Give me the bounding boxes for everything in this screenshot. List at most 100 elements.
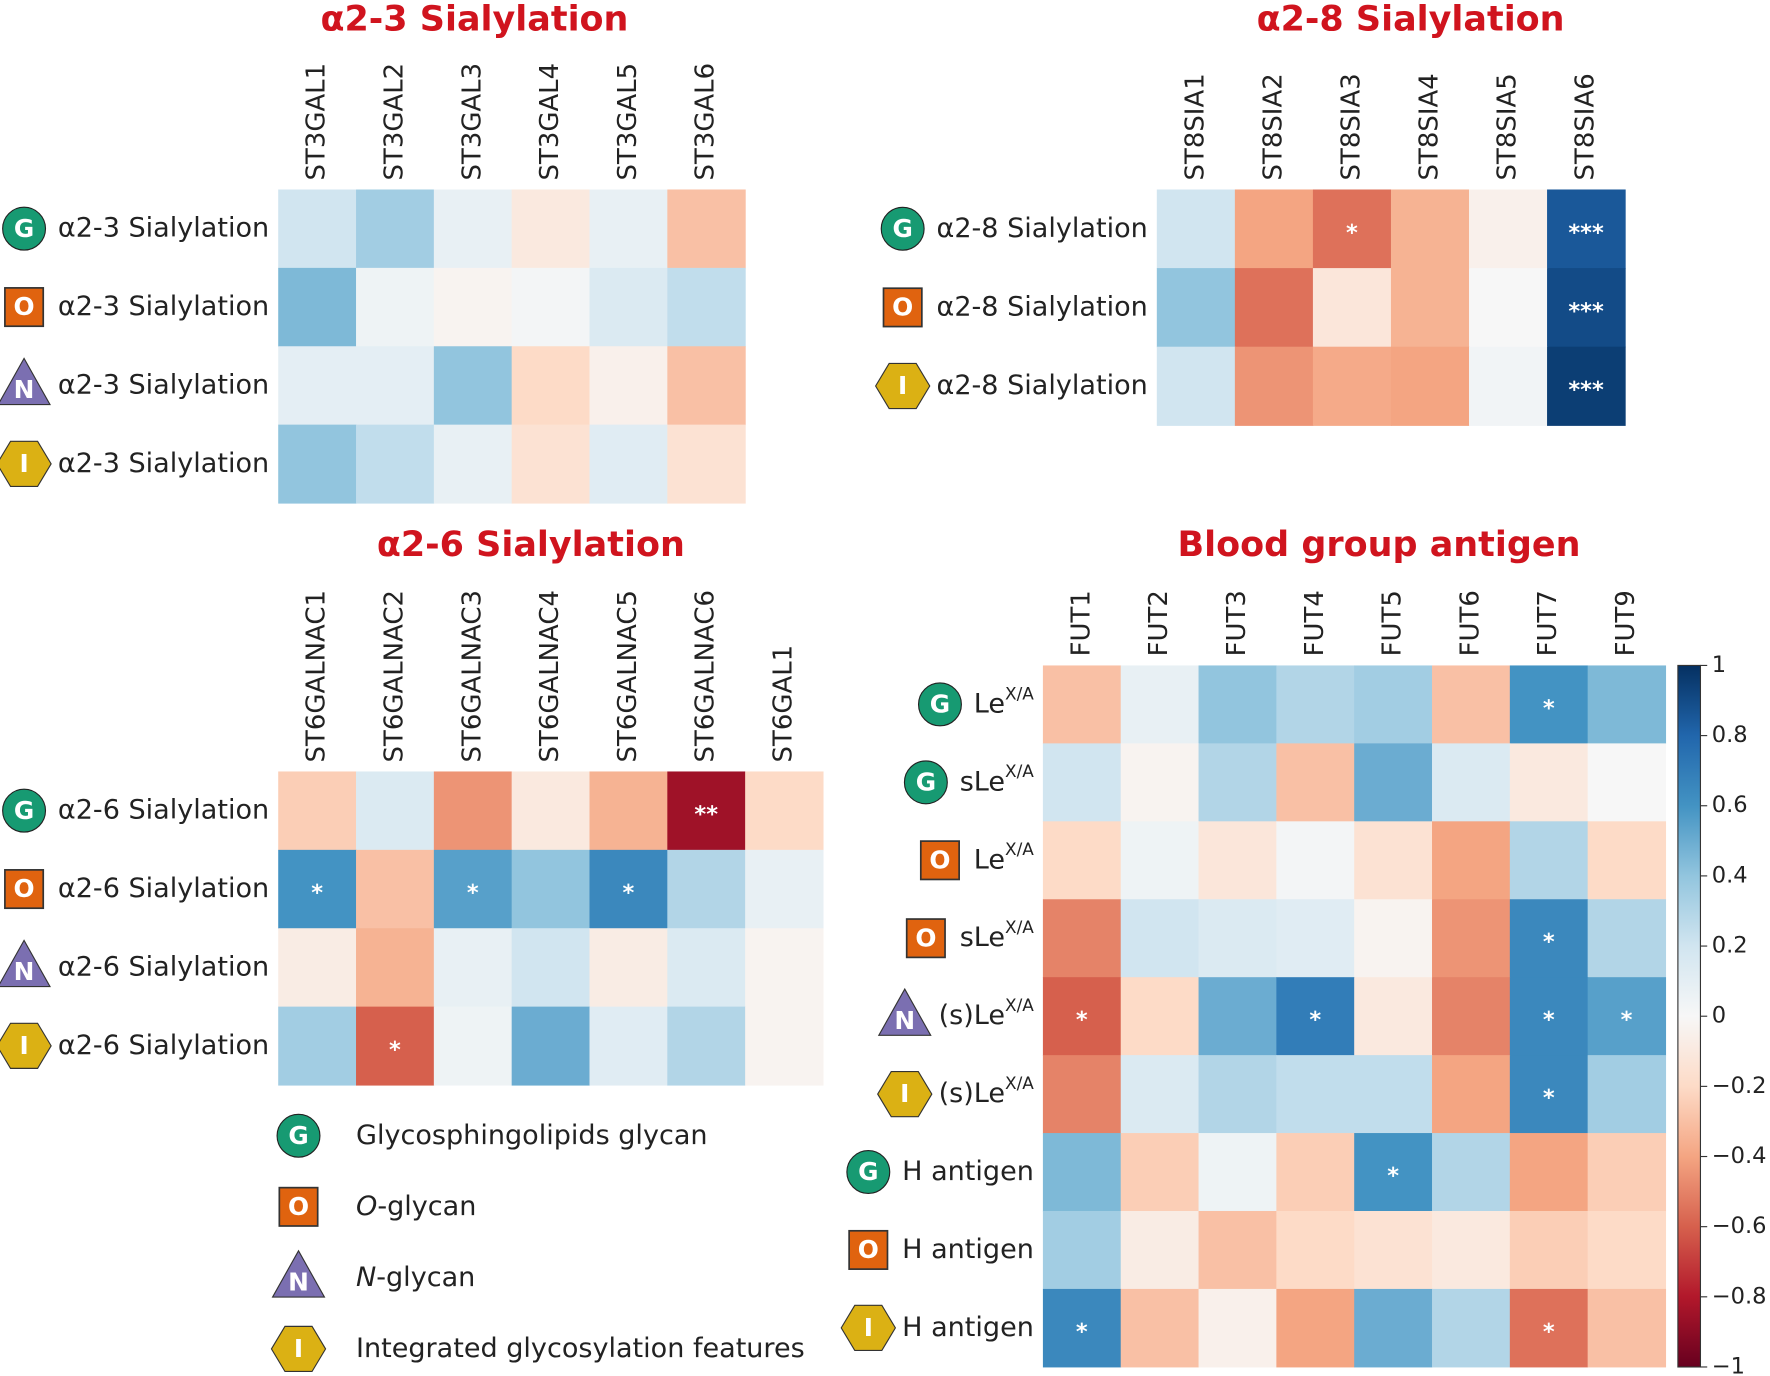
heatmap-cell (1509, 1133, 1589, 1212)
heatmap-cell (1547, 346, 1626, 426)
heatmap-cell (511, 189, 591, 269)
heatmap-cell (589, 771, 668, 851)
icon-shape (880, 206, 925, 251)
legend-italic: O (356, 1190, 377, 1221)
icon-shape (0, 440, 52, 487)
icon-letter: O (288, 1192, 309, 1221)
heatmap-cell (1120, 899, 1200, 978)
icon-letter: G (892, 214, 912, 243)
glycan-icon: I (0, 1022, 52, 1069)
row-label-text: α2-3 Sialylation (58, 369, 269, 400)
row-label-sup: X/A (1005, 761, 1034, 781)
icon-letter: O (14, 874, 35, 903)
glycan-icon: G (917, 682, 962, 727)
glycan-icon: I (874, 362, 931, 410)
icon-shape (2, 788, 47, 833)
row-label-text: H antigen (902, 1233, 1034, 1264)
heatmap-cell (356, 267, 435, 347)
colorbar-tick-label: 0.6 (1712, 792, 1748, 818)
heatmap-cell (1587, 1055, 1667, 1134)
heatmap-cell (1547, 189, 1626, 269)
icon-letter: G (288, 1121, 308, 1150)
heatmap-cell (745, 1006, 824, 1086)
heatmap-cell (1432, 899, 1511, 978)
legend-label: Integrated glycosylation features (356, 1332, 805, 1363)
chart-title: α2-6 Sialylation (377, 525, 685, 565)
column-label: FUT6 (1455, 590, 1485, 656)
icon-shape (2, 206, 47, 251)
heatmap-cell (433, 928, 513, 1008)
row-label-text: sLe (960, 766, 1005, 797)
heatmap-cell (1276, 743, 1355, 822)
colorbar-tick-label: −0.2 (1712, 1073, 1767, 1099)
legend-label: N-glycan (356, 1261, 475, 1292)
row-label-sup: X/A (1005, 995, 1034, 1015)
icon-shape (882, 287, 923, 328)
heatmap-cell (589, 346, 668, 426)
heatmap-cell (589, 424, 668, 504)
chart-title: Blood group antigen (1178, 525, 1581, 565)
row-label: (s)LeX/A (939, 1073, 1035, 1109)
heatmap-cell (1120, 1288, 1200, 1368)
heatmap-cell (1390, 268, 1470, 348)
icon-shape (4, 869, 45, 910)
significance: * (623, 880, 635, 906)
significance: * (1543, 695, 1555, 721)
heatmap-cell (433, 771, 513, 851)
icon-letter: O (929, 845, 950, 874)
row-label: α2-6 Sialylation (58, 1029, 269, 1060)
row-label: α2-6 Sialylation (58, 794, 269, 825)
significance: *** (1568, 377, 1604, 403)
icon-letter: N (288, 1268, 309, 1297)
heatmap-cell (1042, 821, 1122, 900)
heatmap-cell (1156, 268, 1236, 348)
heatmap-cell (1156, 346, 1236, 426)
icon-letter: I (19, 1031, 28, 1060)
significance: * (1543, 929, 1555, 955)
heatmap-cell (511, 424, 591, 504)
heatmap-cell (1432, 977, 1511, 1056)
row-label-sup: X/A (1005, 839, 1034, 859)
row-label-text: α2-6 Sialylation (58, 794, 269, 825)
heatmap-cell (1390, 346, 1470, 426)
heatmap-cell (278, 849, 357, 929)
significance: *** (1568, 220, 1604, 246)
heatmap-cell (356, 424, 435, 504)
glycan-icon: G (880, 206, 925, 251)
heatmap-cell (511, 771, 591, 851)
heatmap-cell (278, 1006, 357, 1086)
legend-italic: N (356, 1261, 376, 1292)
legend-label: O-glycan (356, 1190, 476, 1221)
column-label: ST6GALNAC4 (535, 590, 565, 762)
column-label: ST8SIA2 (1258, 73, 1288, 180)
glycan-icon: I (840, 1304, 897, 1352)
icon-shape (846, 1150, 891, 1195)
heatmap-cell (1120, 743, 1200, 822)
row-label-text: α2-8 Sialylation (937, 291, 1148, 322)
heatmap-cell (1276, 665, 1355, 744)
heatmap-cell (1042, 743, 1122, 822)
glycan-icon: O (882, 287, 923, 328)
colorbar-tick-label: 0.4 (1712, 862, 1748, 888)
heatmap-cell (511, 267, 591, 347)
row-label-sup: X/A (1005, 917, 1034, 937)
column-label: FUT1 (1066, 590, 1096, 656)
icon-letter: N (894, 1006, 915, 1035)
icon-shape (848, 1229, 889, 1270)
icon-letter: I (294, 1334, 303, 1363)
row-label-text: Le (974, 844, 1005, 875)
heatmap-cell (1276, 1133, 1355, 1212)
heatmap-cell (1234, 346, 1314, 426)
column-label: FUT3 (1222, 590, 1252, 656)
heatmap-cell (1198, 1055, 1277, 1134)
icon-shape (877, 1070, 933, 1118)
heatmap-cell (1120, 821, 1200, 900)
row-label-text: α2-3 Sialylation (58, 212, 269, 243)
heatmap-cell (511, 849, 591, 929)
heatmap-cell (1042, 1288, 1122, 1368)
significance: * (1076, 1319, 1088, 1345)
heatmap-cell (1120, 1133, 1200, 1212)
colorbar-tick-label: 0.2 (1712, 933, 1748, 959)
glycan-icon: G (903, 760, 948, 805)
